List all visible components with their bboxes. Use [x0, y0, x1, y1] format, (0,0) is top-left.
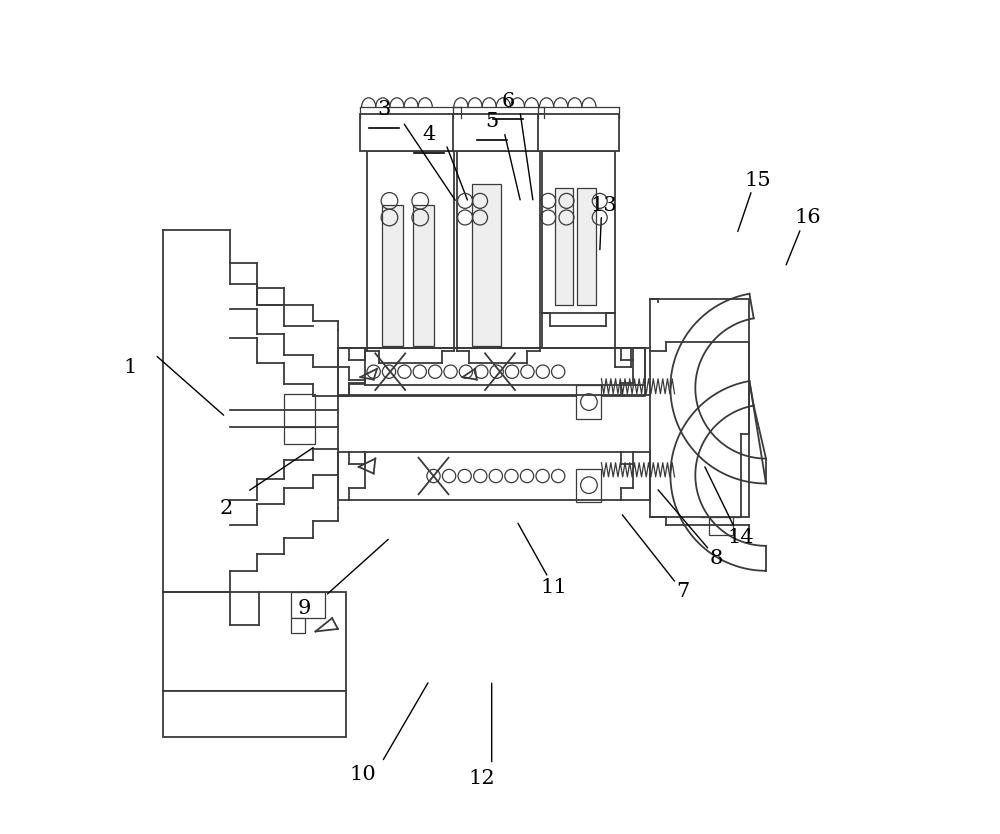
Text: 7: 7 — [676, 582, 689, 601]
Text: 2: 2 — [219, 499, 232, 518]
Bar — [675, 465, 701, 506]
Bar — [675, 377, 701, 424]
Text: 10: 10 — [349, 765, 376, 784]
Bar — [577, 188, 596, 304]
Bar — [367, 151, 454, 350]
Bar — [709, 350, 733, 369]
Bar — [291, 618, 305, 633]
Text: 16: 16 — [794, 208, 821, 227]
Bar — [453, 113, 544, 151]
Text: 1: 1 — [123, 358, 137, 377]
Text: 5: 5 — [485, 113, 498, 132]
Text: 15: 15 — [744, 171, 771, 189]
Bar — [382, 205, 403, 346]
Bar — [338, 348, 645, 396]
Text: 4: 4 — [423, 125, 436, 144]
Bar — [555, 188, 573, 304]
Bar — [538, 113, 619, 151]
Text: 3: 3 — [377, 100, 390, 119]
Bar — [413, 205, 434, 346]
Bar — [576, 385, 601, 419]
Bar — [701, 369, 741, 434]
Bar — [360, 113, 461, 151]
Bar — [701, 459, 741, 517]
Bar — [472, 184, 501, 346]
Text: 11: 11 — [541, 578, 567, 597]
Text: 12: 12 — [468, 769, 495, 788]
Bar — [542, 151, 615, 313]
Bar — [709, 517, 733, 535]
Bar — [284, 427, 315, 444]
Bar — [163, 591, 346, 691]
Bar — [576, 469, 601, 502]
Text: 9: 9 — [298, 599, 311, 618]
Bar — [284, 394, 315, 427]
Bar — [457, 151, 540, 350]
Text: 14: 14 — [728, 528, 754, 547]
Bar — [650, 299, 749, 517]
Text: 6: 6 — [502, 92, 515, 111]
Bar — [291, 591, 325, 618]
Bar — [163, 691, 346, 737]
Text: 13: 13 — [591, 195, 617, 214]
Text: 8: 8 — [709, 549, 723, 568]
